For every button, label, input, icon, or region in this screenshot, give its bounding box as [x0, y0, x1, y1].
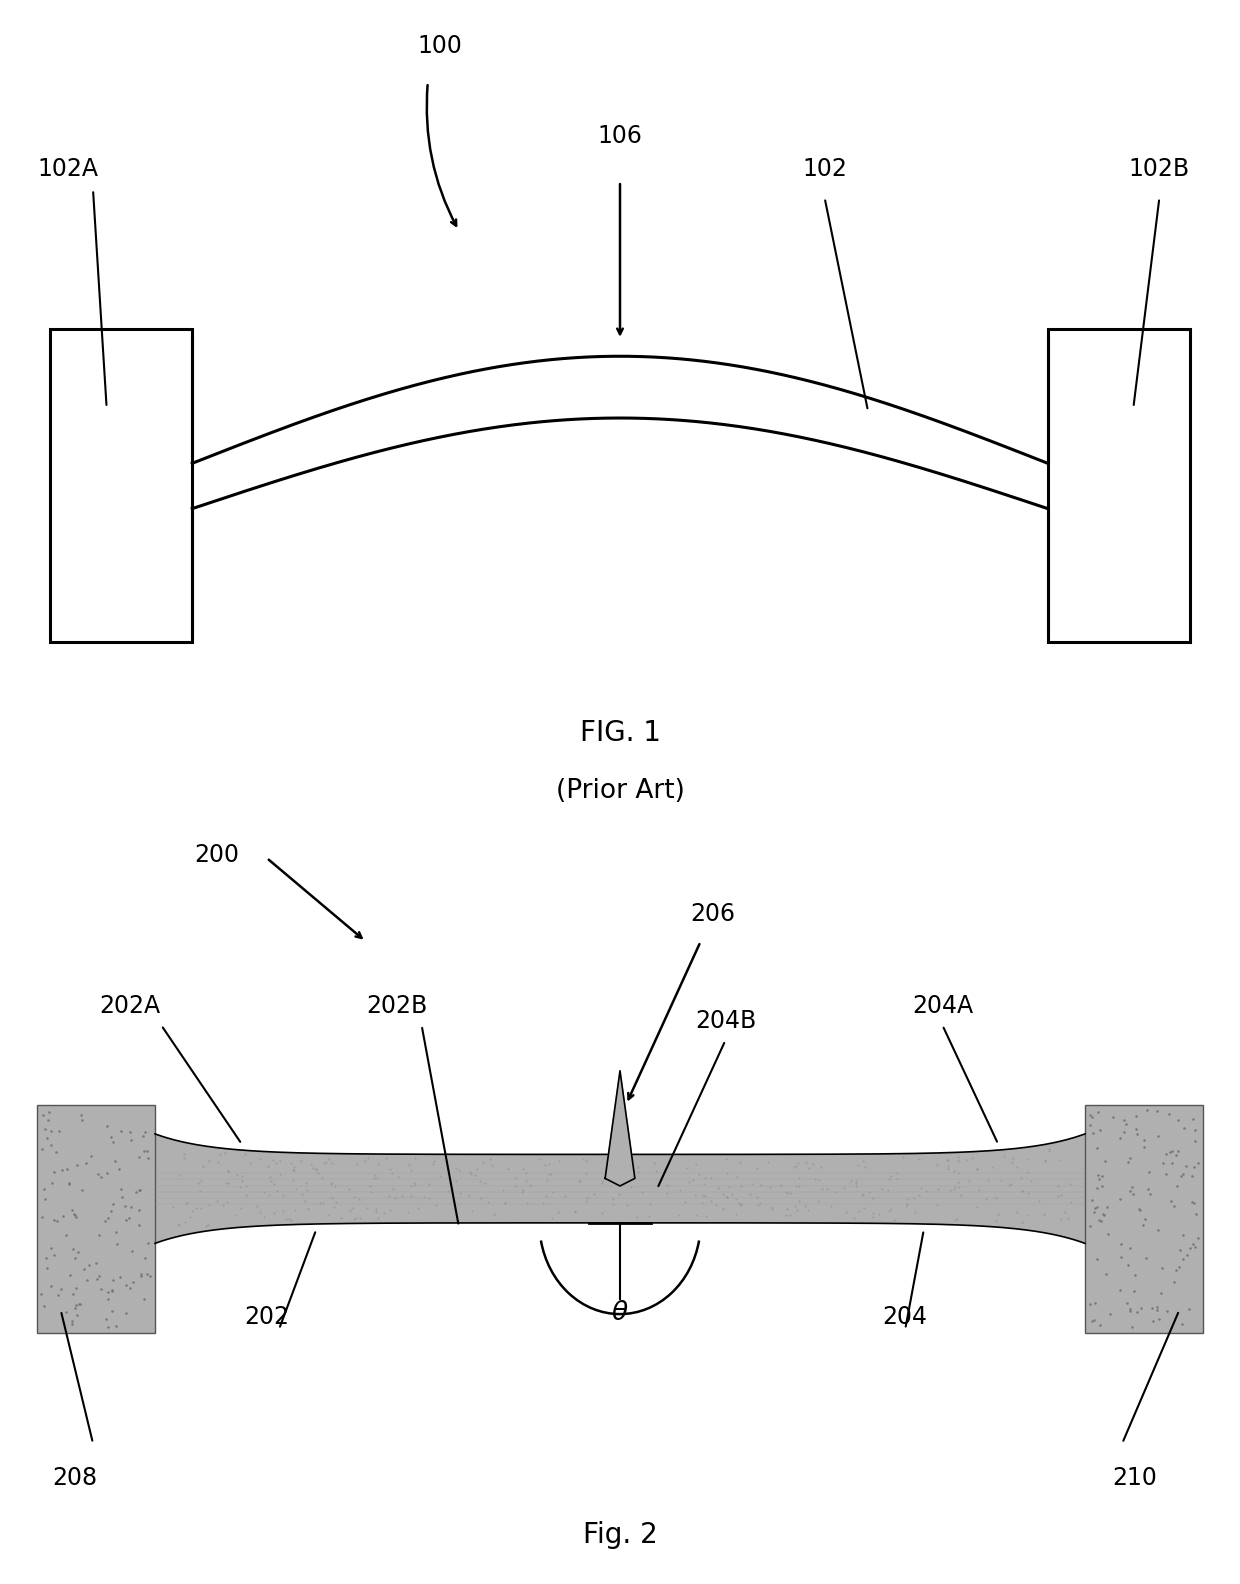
Text: 102A: 102A: [37, 157, 99, 181]
Text: 208: 208: [52, 1467, 97, 1491]
Text: 202: 202: [244, 1305, 289, 1329]
Bar: [1048, 329, 1190, 643]
Text: $\theta$: $\theta$: [611, 1300, 629, 1326]
Text: 100: 100: [418, 33, 463, 57]
Text: 204: 204: [883, 1305, 928, 1329]
Text: 106: 106: [598, 124, 642, 149]
Text: 210: 210: [1112, 1467, 1157, 1491]
Bar: [1085, 1106, 1203, 1334]
Polygon shape: [605, 1071, 635, 1186]
Text: Fig. 2: Fig. 2: [583, 1521, 657, 1549]
Text: 200: 200: [195, 843, 239, 866]
Text: 204A: 204A: [911, 993, 973, 1017]
Text: 202B: 202B: [366, 993, 428, 1017]
Text: 102: 102: [802, 157, 847, 181]
Text: 204B: 204B: [694, 1009, 756, 1033]
Bar: [37, 1106, 155, 1334]
Bar: [50, 329, 192, 643]
Text: 202A: 202A: [99, 993, 161, 1017]
Text: (Prior Art): (Prior Art): [556, 778, 684, 803]
Polygon shape: [155, 1134, 1085, 1243]
Text: FIG. 1: FIG. 1: [579, 719, 661, 748]
Text: 102B: 102B: [1128, 157, 1190, 181]
Text: 206: 206: [691, 903, 735, 927]
